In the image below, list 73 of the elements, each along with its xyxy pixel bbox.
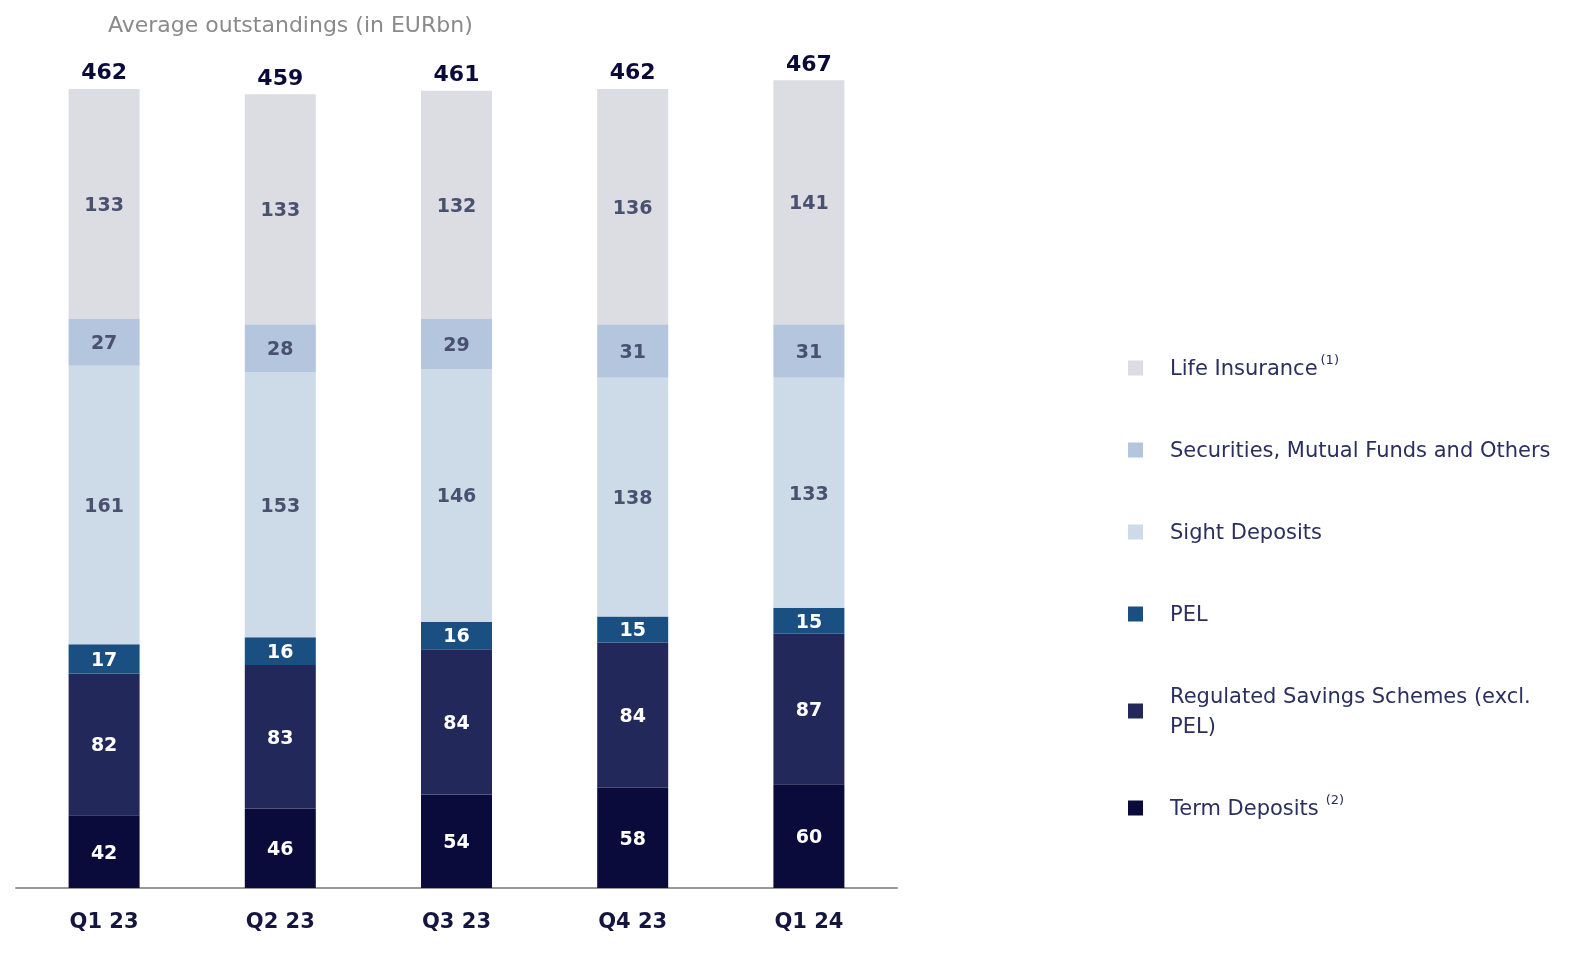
total-label: 462 (609, 59, 656, 85)
bar (68, 815, 140, 888)
data-label: 153 (260, 493, 301, 516)
bar (597, 377, 669, 617)
data-label: 161 (84, 493, 124, 516)
bar (773, 784, 845, 888)
bar (773, 377, 845, 608)
data-label: 17 (90, 647, 118, 670)
bar (597, 324, 669, 378)
chart-title: Average outstandings (in EURbn) (108, 11, 473, 37)
data-label: 133 (260, 198, 301, 221)
x-tick-label: Q3 23 (422, 908, 491, 933)
bar (773, 324, 845, 378)
data-label: 136 (612, 195, 653, 218)
data-label: 138 (612, 486, 653, 509)
bar (244, 94, 316, 325)
data-label: 141 (789, 191, 829, 214)
bar (597, 787, 669, 888)
data-label: 27 (90, 331, 118, 354)
x-tick-label: Q2 23 (245, 908, 315, 933)
bar (244, 324, 316, 373)
data-label: 83 (267, 725, 294, 748)
data-label: 15 (795, 609, 823, 632)
legend-label: Sight Deposits (1170, 520, 1322, 544)
total-label: 459 (257, 64, 304, 90)
bar (68, 318, 140, 366)
bar (421, 369, 492, 622)
x-tick-label: Q1 23 (69, 908, 139, 933)
bar (244, 808, 316, 888)
bar (68, 644, 140, 674)
data-label: 29 (443, 333, 470, 356)
bar (421, 90, 492, 319)
data-label: 60 (795, 825, 823, 848)
data-label: 46 (267, 837, 294, 860)
data-label: 54 (443, 830, 470, 853)
data-label: 42 (90, 840, 118, 863)
data-label: 16 (443, 624, 470, 647)
data-label: 31 (795, 339, 823, 362)
data-label: 31 (619, 339, 646, 362)
legend-label: PEL (1170, 602, 1208, 626)
bar (597, 642, 669, 788)
x-tick-label: Q1 24 (774, 908, 844, 933)
legend-label: Securities, Mutual Funds and Others (1170, 438, 1551, 462)
data-label: 133 (84, 192, 124, 215)
data-label: 87 (795, 697, 823, 720)
bar (68, 88, 140, 319)
legend-label: Regulated Savings Schemes (excl. PEL) (1170, 684, 1538, 738)
bar (421, 794, 492, 888)
bar (244, 664, 316, 809)
bar (244, 637, 316, 665)
data-label: 146 (436, 484, 477, 507)
bar (421, 318, 492, 370)
bar (773, 633, 845, 785)
bar (773, 80, 845, 325)
data-label: 84 (619, 704, 646, 727)
bar (421, 649, 492, 795)
x-tick-label: Q4 23 (598, 908, 668, 933)
data-label: 82 (90, 733, 118, 756)
bar (244, 372, 316, 638)
data-label: 133 (789, 481, 829, 504)
data-label: 132 (436, 193, 477, 216)
total-label: 461 (433, 61, 480, 87)
bar (597, 88, 669, 325)
total-label: 462 (81, 59, 128, 85)
data-label: 15 (619, 618, 646, 641)
data-label: 28 (267, 337, 294, 360)
data-label: 58 (619, 826, 646, 849)
legend-label: Term Deposits(2) (1169, 792, 1345, 820)
data-label: 84 (443, 710, 470, 733)
data-label: 16 (267, 640, 294, 663)
bar (68, 673, 140, 816)
total-label: 467 (785, 50, 832, 76)
bar (68, 365, 140, 645)
